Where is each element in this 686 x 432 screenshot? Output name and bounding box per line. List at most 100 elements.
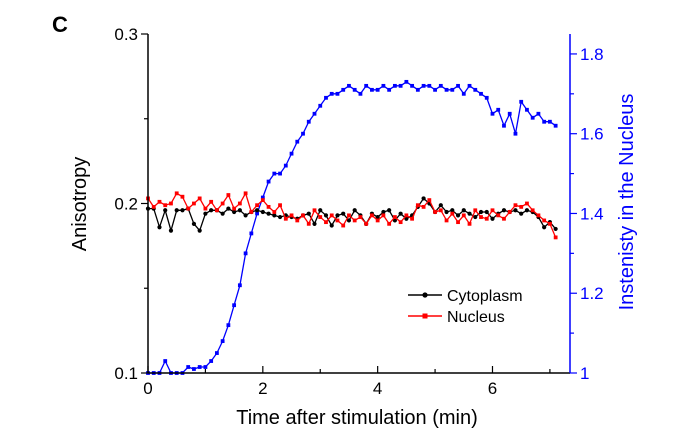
- y-axis-label: Anisotropy: [69, 157, 91, 252]
- data-point-nucleus: [174, 191, 179, 196]
- data-point-instenisty-in-the-nucleus: [415, 87, 420, 92]
- data-point-nucleus: [398, 220, 403, 225]
- data-point-instenisty-in-the-nucleus: [347, 83, 351, 88]
- data-point-cytoplasm: [277, 214, 283, 220]
- data-point-cytoplasm: [232, 209, 237, 215]
- data-point-instenisty-in-the-nucleus: [306, 119, 311, 124]
- data-point-nucleus: [169, 201, 173, 206]
- data-point-instenisty-in-the-nucleus: [479, 91, 483, 96]
- data-point-instenisty-in-the-nucleus: [163, 359, 168, 363]
- data-point-instenisty-in-the-nucleus: [214, 351, 219, 355]
- data-point-nucleus: [255, 203, 259, 208]
- data-point-nucleus: [421, 204, 426, 209]
- data-point-instenisty-in-the-nucleus: [490, 111, 495, 116]
- data-point-instenisty-in-the-nucleus: [283, 163, 288, 168]
- data-point-instenisty-in-the-nucleus: [433, 87, 437, 92]
- data-point-instenisty-in-the-nucleus: [226, 323, 231, 328]
- data-point-instenisty-in-the-nucleus: [519, 99, 524, 104]
- data-point-instenisty-in-the-nucleus: [278, 171, 282, 176]
- data-point-cytoplasm: [352, 208, 357, 213]
- data-point-cytoplasm: [318, 208, 323, 213]
- y-tick-label: 0.3: [114, 25, 138, 44]
- data-point-nucleus: [358, 215, 363, 219]
- data-point-cytoplasm: [168, 228, 174, 233]
- data-point-cytoplasm: [455, 213, 461, 218]
- data-point-nucleus: [214, 208, 219, 213]
- data-point-nucleus: [530, 208, 535, 213]
- data-point-instenisty-in-the-nucleus: [255, 211, 259, 216]
- data-point-cytoplasm: [237, 208, 242, 213]
- x-tick-label: 2: [258, 379, 267, 398]
- y2-tick-label: 1.2: [580, 284, 604, 303]
- y2-axis-label: Instenisty in the Nucleus: [616, 94, 638, 311]
- data-point-instenisty-in-the-nucleus: [536, 111, 541, 116]
- data-point-instenisty-in-the-nucleus: [272, 171, 277, 176]
- data-point-nucleus: [507, 210, 512, 214]
- data-point-cytoplasm: [501, 208, 507, 213]
- data-point-nucleus: [484, 216, 489, 221]
- data-point-cytoplasm: [542, 225, 547, 230]
- data-point-instenisty-in-the-nucleus: [381, 83, 386, 88]
- data-point-nucleus: [473, 208, 478, 213]
- data-point-instenisty-in-the-nucleus: [318, 103, 323, 108]
- data-point-nucleus: [542, 218, 547, 223]
- data-point-nucleus: [329, 213, 334, 218]
- data-point-instenisty-in-the-nucleus: [295, 139, 300, 144]
- data-point-cytoplasm: [220, 211, 225, 216]
- data-point-nucleus: [404, 213, 409, 218]
- data-point-instenisty-in-the-nucleus: [249, 231, 254, 236]
- data-point-instenisty-in-the-nucleus: [444, 87, 449, 92]
- y2-tick-label: 1.8: [580, 45, 604, 64]
- data-point-nucleus: [243, 191, 248, 196]
- data-point-cytoplasm: [329, 223, 334, 228]
- data-point-nucleus: [415, 203, 420, 208]
- data-point-nucleus: [548, 221, 552, 226]
- legend-cytoplasm-marker: [422, 292, 428, 298]
- data-point-cytoplasm: [473, 214, 478, 220]
- data-point-nucleus: [410, 216, 415, 221]
- y2-tick-label: 1.4: [580, 204, 604, 223]
- data-point-nucleus: [496, 213, 501, 218]
- data-point-cytoplasm: [513, 208, 518, 213]
- data-point-nucleus: [387, 221, 392, 226]
- data-point-nucleus: [295, 218, 300, 223]
- data-point-nucleus: [502, 216, 506, 221]
- data-point-instenisty-in-the-nucleus: [209, 359, 214, 363]
- data-point-instenisty-in-the-nucleus: [220, 339, 225, 343]
- data-point-cytoplasm: [519, 211, 524, 216]
- data-point-instenisty-in-the-nucleus: [370, 87, 374, 92]
- data-point-instenisty-in-the-nucleus: [398, 83, 403, 88]
- data-point-cytoplasm: [323, 213, 329, 218]
- data-point-cytoplasm: [191, 221, 197, 226]
- data-point-nucleus: [347, 213, 351, 218]
- axes: 0 2 4 6 0.1 0.2 0.3 1 1.2 1.4 1.6 1.8: [114, 25, 603, 398]
- data-point-cytoplasm: [398, 211, 403, 216]
- data-point-cytoplasm: [381, 209, 386, 215]
- data-point-nucleus: [341, 223, 346, 228]
- legend-nucleus-marker: [422, 313, 428, 319]
- data-point-instenisty-in-the-nucleus: [410, 83, 415, 88]
- data-point-nucleus: [306, 221, 311, 226]
- data-point-instenisty-in-the-nucleus: [232, 303, 237, 308]
- data-point-instenisty-in-the-nucleus: [502, 123, 506, 128]
- data-point-instenisty-in-the-nucleus: [484, 95, 489, 100]
- data-point-cytoplasm: [203, 211, 208, 216]
- data-point-nucleus: [192, 201, 196, 206]
- data-point-cytoplasm: [226, 206, 231, 211]
- data-point-instenisty-in-the-nucleus: [203, 365, 208, 369]
- panel-label: C: [52, 12, 68, 37]
- data-point-instenisty-in-the-nucleus: [266, 179, 271, 184]
- data-point-nucleus: [232, 206, 237, 211]
- data-point-cytoplasm: [404, 216, 409, 221]
- data-point-cytoplasm: [163, 208, 168, 213]
- data-point-nucleus: [525, 201, 529, 206]
- data-point-nucleus: [392, 215, 397, 219]
- data-point-instenisty-in-the-nucleus: [456, 83, 460, 88]
- data-point-instenisty-in-the-nucleus: [312, 111, 317, 116]
- data-point-instenisty-in-the-nucleus: [507, 111, 512, 116]
- data-point-nucleus: [278, 203, 282, 208]
- data-point-nucleus: [450, 211, 455, 216]
- data-point-cytoplasm: [450, 208, 455, 213]
- data-point-nucleus: [266, 204, 271, 209]
